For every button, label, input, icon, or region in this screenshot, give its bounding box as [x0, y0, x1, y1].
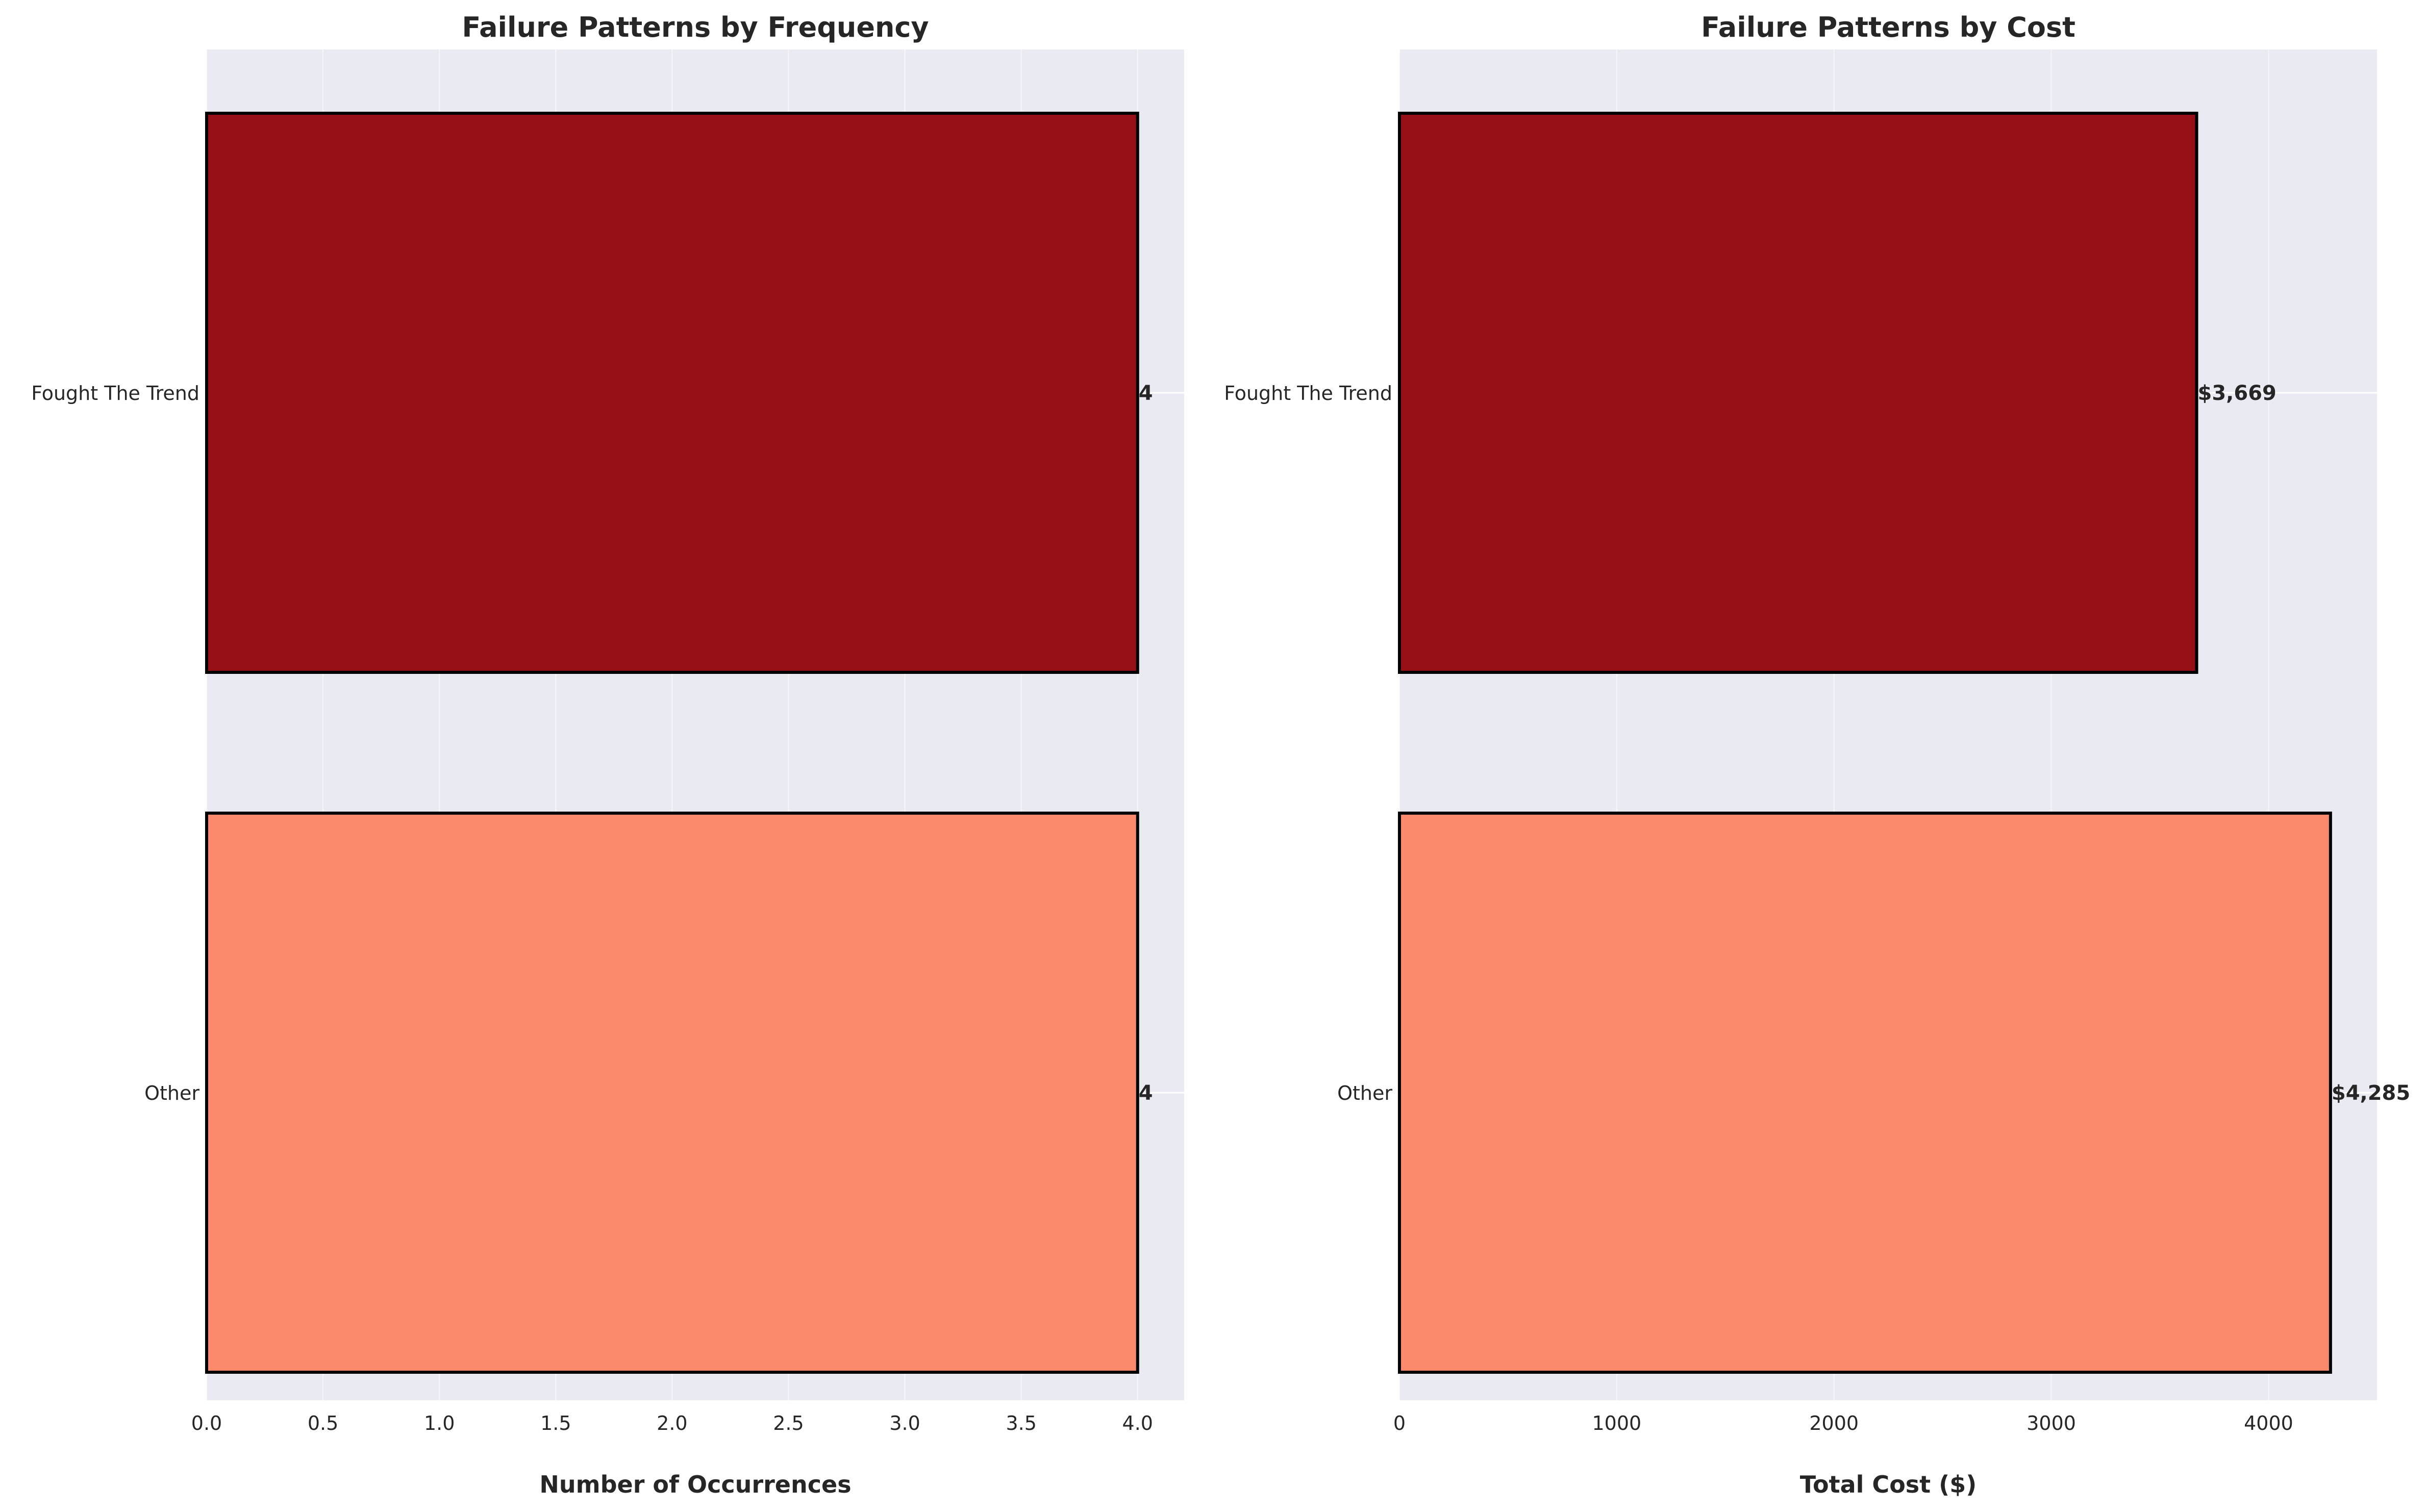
x-tick-label: 3.5: [1006, 1412, 1036, 1434]
bar: [205, 112, 1139, 674]
x-tick-label: 4000: [2244, 1412, 2293, 1434]
x-axis-label: Total Cost ($): [1800, 1471, 1976, 1498]
x-tick-label: 1.5: [540, 1412, 571, 1434]
x-tick-label: 1.0: [424, 1412, 455, 1434]
x-tick-label: 2000: [1809, 1412, 1859, 1434]
chart-panel-2: 0 1000 2000 3000 4000 Fought The Trend $3,669 O…: [1224, 11, 2410, 1498]
x-tick-label: 3000: [2026, 1412, 2076, 1434]
x-tick-label: 0.0: [191, 1412, 222, 1434]
x-tick-label: 3.0: [889, 1412, 920, 1434]
x-tick-label: 0: [1393, 1412, 1406, 1434]
data-label: 4: [1139, 382, 1153, 405]
y-tick-label: Other: [144, 1082, 199, 1104]
chart-title: Failure Patterns by Cost: [1701, 11, 2075, 43]
data-label: $4,285: [2332, 1081, 2410, 1105]
data-label: $3,669: [2198, 382, 2276, 405]
data-label: 4: [1139, 1081, 1153, 1105]
x-tick-label: 2.5: [773, 1412, 804, 1434]
x-axis-label: Number of Occurrences: [539, 1471, 851, 1498]
bar: [1398, 812, 2332, 1374]
y-tick-label: Fought The Trend: [1224, 382, 1392, 405]
y-tick-label: Fought The Trend: [31, 382, 199, 405]
x-tick-label: 0.5: [308, 1412, 338, 1434]
bar: [205, 812, 1139, 1374]
x-tick-label: 4.0: [1122, 1412, 1153, 1434]
y-tick-label: Other: [1337, 1082, 1392, 1104]
chart-title: Failure Patterns by Frequency: [462, 11, 929, 43]
chart-panel-1: 0.0 0.5 1.0 1.5 2.0 2.5 3.0 3.5 4.0 Fought The Tr…: [31, 11, 1184, 1498]
x-tick-label: 1000: [1592, 1412, 1642, 1434]
x-tick-label: 2.0: [657, 1412, 687, 1434]
bar: [1398, 112, 2198, 674]
